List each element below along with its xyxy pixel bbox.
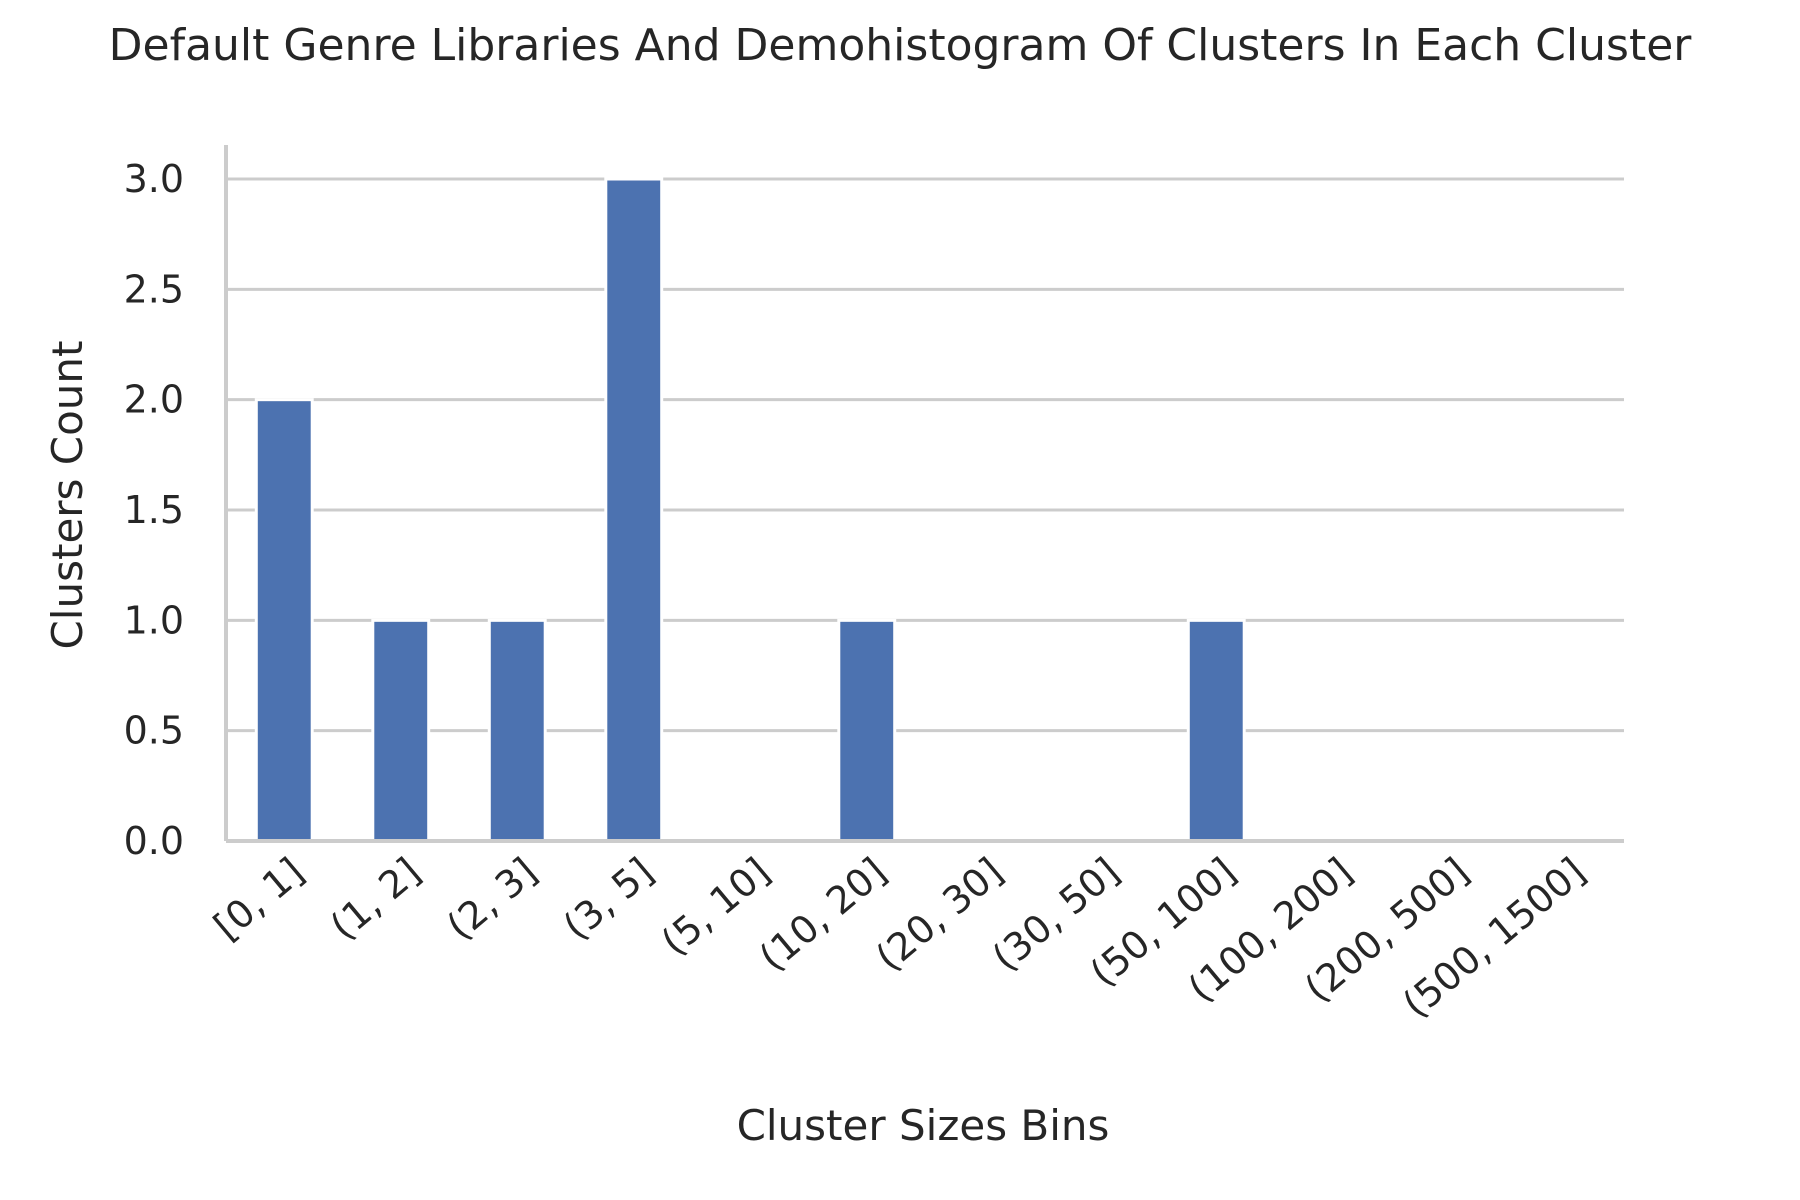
y-tick-label: 3.0 bbox=[124, 157, 184, 201]
bar-3 bbox=[604, 177, 664, 843]
y-tick-label: 1.0 bbox=[124, 598, 184, 642]
x-tick-label: (3, 5] bbox=[555, 849, 662, 948]
x-tick-label: (20, 30] bbox=[867, 849, 1011, 979]
y-tick-label: 2.5 bbox=[124, 267, 184, 311]
y-tick-label: 2.0 bbox=[124, 378, 184, 422]
x-tick-label: (1, 2] bbox=[322, 849, 429, 948]
x-tick-label: (2, 3] bbox=[438, 849, 545, 948]
y-tick-label: 0.5 bbox=[124, 709, 184, 753]
x-axis-label: Cluster Sizes Bins bbox=[737, 1101, 1110, 1150]
bar-8 bbox=[1186, 618, 1246, 843]
y-tick-labels: 0.0 0.5 1.0 1.5 2.0 2.5 3.0 bbox=[124, 157, 184, 863]
x-tick-label: [0, 1] bbox=[205, 849, 312, 948]
y-tick-label: 1.5 bbox=[124, 488, 184, 532]
x-tick-labels: [0, 1] (1, 2] (2, 3] (3, 5](5, 10](10, 20](… bbox=[205, 849, 1593, 1026]
axis-spines bbox=[224, 145, 1624, 843]
bar-0 bbox=[254, 398, 314, 843]
bar-1 bbox=[371, 618, 431, 843]
bar-2 bbox=[487, 618, 547, 843]
bars bbox=[254, 177, 1246, 843]
x-tick-label: (10, 20] bbox=[751, 849, 895, 979]
y-axis-label: Clusters Count bbox=[43, 340, 92, 649]
y-tick-label: 0.0 bbox=[124, 819, 184, 863]
bar-5 bbox=[837, 618, 897, 843]
grid-lines bbox=[226, 177, 1624, 733]
chart-title: Default Genre Libraries And Demohistogra… bbox=[109, 20, 1693, 71]
